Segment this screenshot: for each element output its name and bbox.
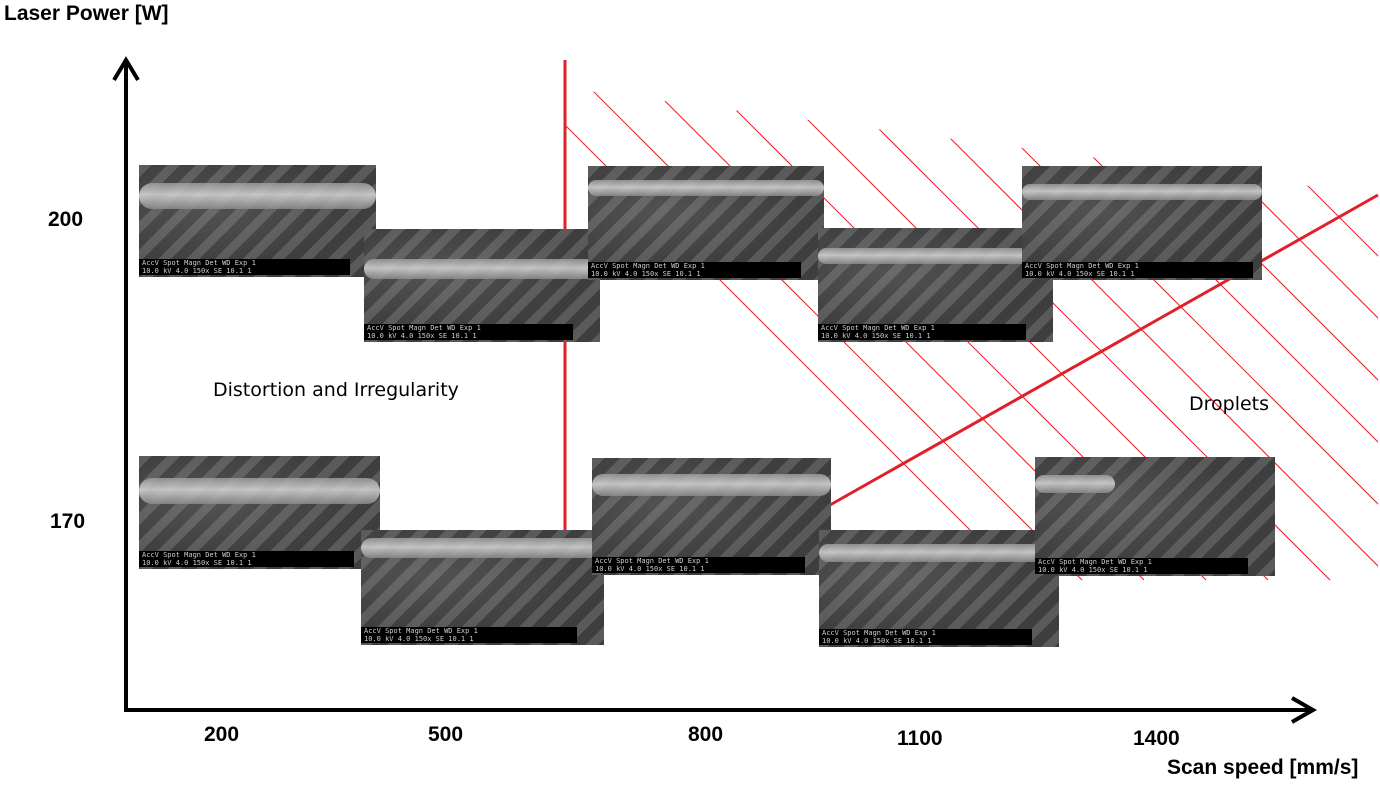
hatch-line bbox=[1367, 88, 1378, 581]
sem-image-170w-500mms: AccV Spot Magn Det WD Exp 1 10.0 kV 4.0 1… bbox=[361, 530, 604, 645]
hatch-line bbox=[566, 88, 1021, 581]
region-label-distortion: Distortion and Irregularity bbox=[213, 379, 459, 401]
sem-image-200w-800mms: AccV Spot Magn Det WD Exp 1 10.0 kV 4.0 1… bbox=[588, 166, 824, 280]
sem-image-200w-1400mms: AccV Spot Magn Det WD Exp 1 10.0 kV 4.0 1… bbox=[1022, 166, 1262, 280]
y-tick-label: 200 bbox=[48, 208, 84, 231]
region-label-droplets: Droplets bbox=[1189, 393, 1270, 415]
x-axis-title: Scan speed [mm/s] bbox=[1167, 756, 1359, 779]
hatch-line bbox=[1305, 88, 1378, 581]
sem-image-170w-200mms: AccV Spot Magn Det WD Exp 1 10.0 kV 4.0 1… bbox=[139, 456, 380, 569]
x-tick-label: 1100 bbox=[897, 727, 943, 750]
x-tick-label: 500 bbox=[428, 723, 464, 746]
x-tick-label: 200 bbox=[204, 723, 240, 746]
sem-image-170w-1100mms: AccV Spot Magn Det WD Exp 1 10.0 kV 4.0 1… bbox=[819, 530, 1059, 647]
sem-image-200w-1100mms: AccV Spot Magn Det WD Exp 1 10.0 kV 4.0 1… bbox=[818, 228, 1053, 342]
y-axis-title: Laser Power [W] bbox=[4, 2, 169, 25]
x-tick-label: 800 bbox=[688, 723, 724, 746]
sem-image-200w-500mms: AccV Spot Magn Det WD Exp 1 10.0 kV 4.0 1… bbox=[364, 229, 600, 342]
sem-image-170w-800mms: AccV Spot Magn Det WD Exp 1 10.0 kV 4.0 1… bbox=[592, 458, 831, 575]
hatch-line bbox=[871, 88, 1378, 581]
x-tick-label: 1400 bbox=[1133, 727, 1180, 750]
sem-image-170w-1400mms: AccV Spot Magn Det WD Exp 1 10.0 kV 4.0 1… bbox=[1035, 457, 1275, 576]
boundary-diagonal-line bbox=[829, 193, 1379, 507]
x-axis-arrowhead bbox=[1291, 696, 1318, 724]
y-axis-arrowhead bbox=[112, 56, 140, 82]
sem-image-200w-200mms: AccV Spot Magn Det WD Exp 1 10.0 kV 4.0 1… bbox=[139, 165, 376, 277]
y-tick-label: 170 bbox=[50, 510, 86, 533]
